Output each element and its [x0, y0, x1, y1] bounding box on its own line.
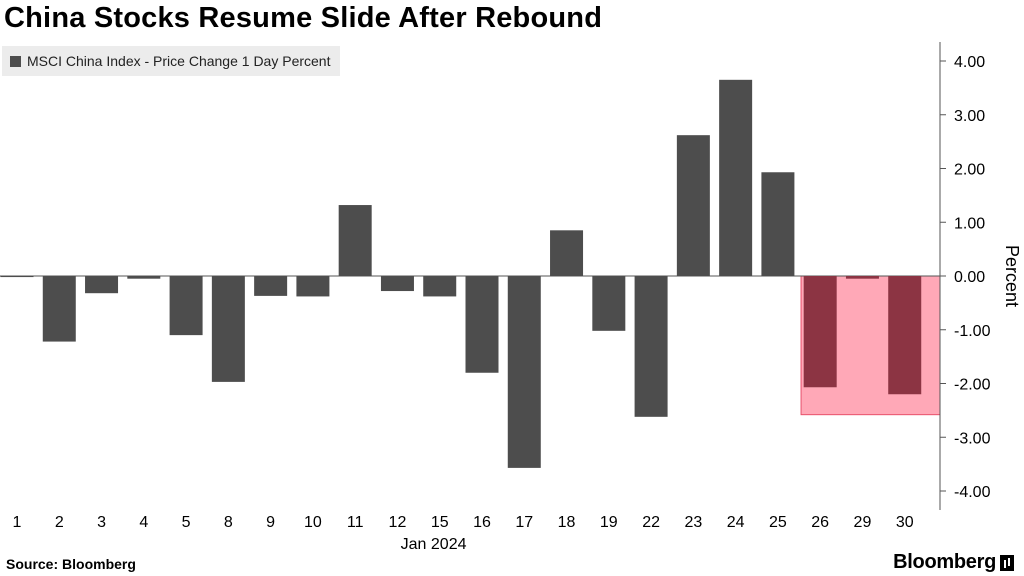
legend: MSCI China Index - Price Change 1 Day Pe…: [2, 46, 341, 76]
bloomberg-logo-text: Bloomberg: [893, 551, 996, 573]
y-tick-label: 2.00: [954, 162, 985, 179]
x-tick-label-8: 8: [224, 514, 233, 531]
x-tick-label-30: 30: [896, 514, 914, 531]
y-tick-label: 4.00: [954, 54, 985, 71]
x-tick-label-12: 12: [389, 514, 407, 531]
y-tick-label: -1.00: [954, 323, 991, 340]
y-tick-label: 0.00: [954, 269, 985, 286]
bar-25: [761, 172, 795, 276]
bloomberg-logo: Bloomberg: [893, 551, 1014, 574]
legend-swatch: [10, 55, 21, 67]
bar-3: [85, 276, 119, 294]
x-tick-label-26: 26: [811, 514, 829, 531]
x-tick-label-3: 3: [97, 514, 106, 531]
bar-26: [803, 276, 837, 388]
x-tick-label-29: 29: [854, 514, 872, 531]
bloomberg-logo-icon: [1000, 554, 1014, 571]
bar-10: [296, 276, 330, 297]
x-tick-label-4: 4: [139, 514, 148, 531]
bar-16: [465, 276, 499, 373]
bar-17: [507, 276, 541, 468]
bar-4: [127, 276, 161, 279]
bar-8: [211, 276, 245, 382]
x-tick-label-19: 19: [600, 514, 618, 531]
bar-30: [888, 276, 922, 395]
bar-1: [0, 276, 34, 278]
y-tick-label: -4.00: [954, 484, 991, 501]
x-tick-label-17: 17: [515, 514, 533, 531]
x-tick-label-25: 25: [769, 514, 787, 531]
bar-23: [676, 135, 710, 276]
x-tick-label-15: 15: [431, 514, 449, 531]
bar-19: [592, 276, 626, 331]
bar-12: [380, 276, 414, 292]
x-tick-label-22: 22: [642, 514, 660, 531]
x-tick-label-2: 2: [55, 514, 64, 531]
x-tick-label-10: 10: [304, 514, 322, 531]
y-tick-label: 1.00: [954, 215, 985, 232]
y-tick-label: 3.00: [954, 108, 985, 125]
y-tick-label: -2.00: [954, 377, 991, 394]
x-tick-label-16: 16: [473, 514, 491, 531]
bar-29: [845, 276, 879, 279]
x-tick-label-24: 24: [727, 514, 745, 531]
bar-2: [42, 276, 76, 342]
legend-label: MSCI China Index - Price Change 1 Day Pe…: [27, 53, 331, 69]
bar-5: [169, 276, 203, 336]
y-axis-title: Percent: [1002, 245, 1022, 307]
x-axis-title: Jan 2024: [401, 536, 467, 553]
x-tick-label-11: 11: [347, 514, 364, 531]
bar-11: [338, 205, 372, 276]
bar-9: [254, 276, 288, 296]
bar-15: [423, 276, 457, 297]
x-tick-label-1: 1: [13, 514, 22, 531]
chart-title: China Stocks Resume Slide After Rebound: [4, 2, 603, 34]
y-tick-label: -3.00: [954, 430, 991, 447]
x-tick-label-5: 5: [182, 514, 191, 531]
bar-22: [634, 276, 668, 417]
x-tick-label-23: 23: [684, 514, 702, 531]
source-note: Source: Bloomberg: [6, 556, 136, 572]
x-tick-label-18: 18: [558, 514, 576, 531]
bar-24: [719, 79, 753, 276]
bar-18: [550, 230, 584, 276]
x-tick-label-9: 9: [266, 514, 275, 531]
